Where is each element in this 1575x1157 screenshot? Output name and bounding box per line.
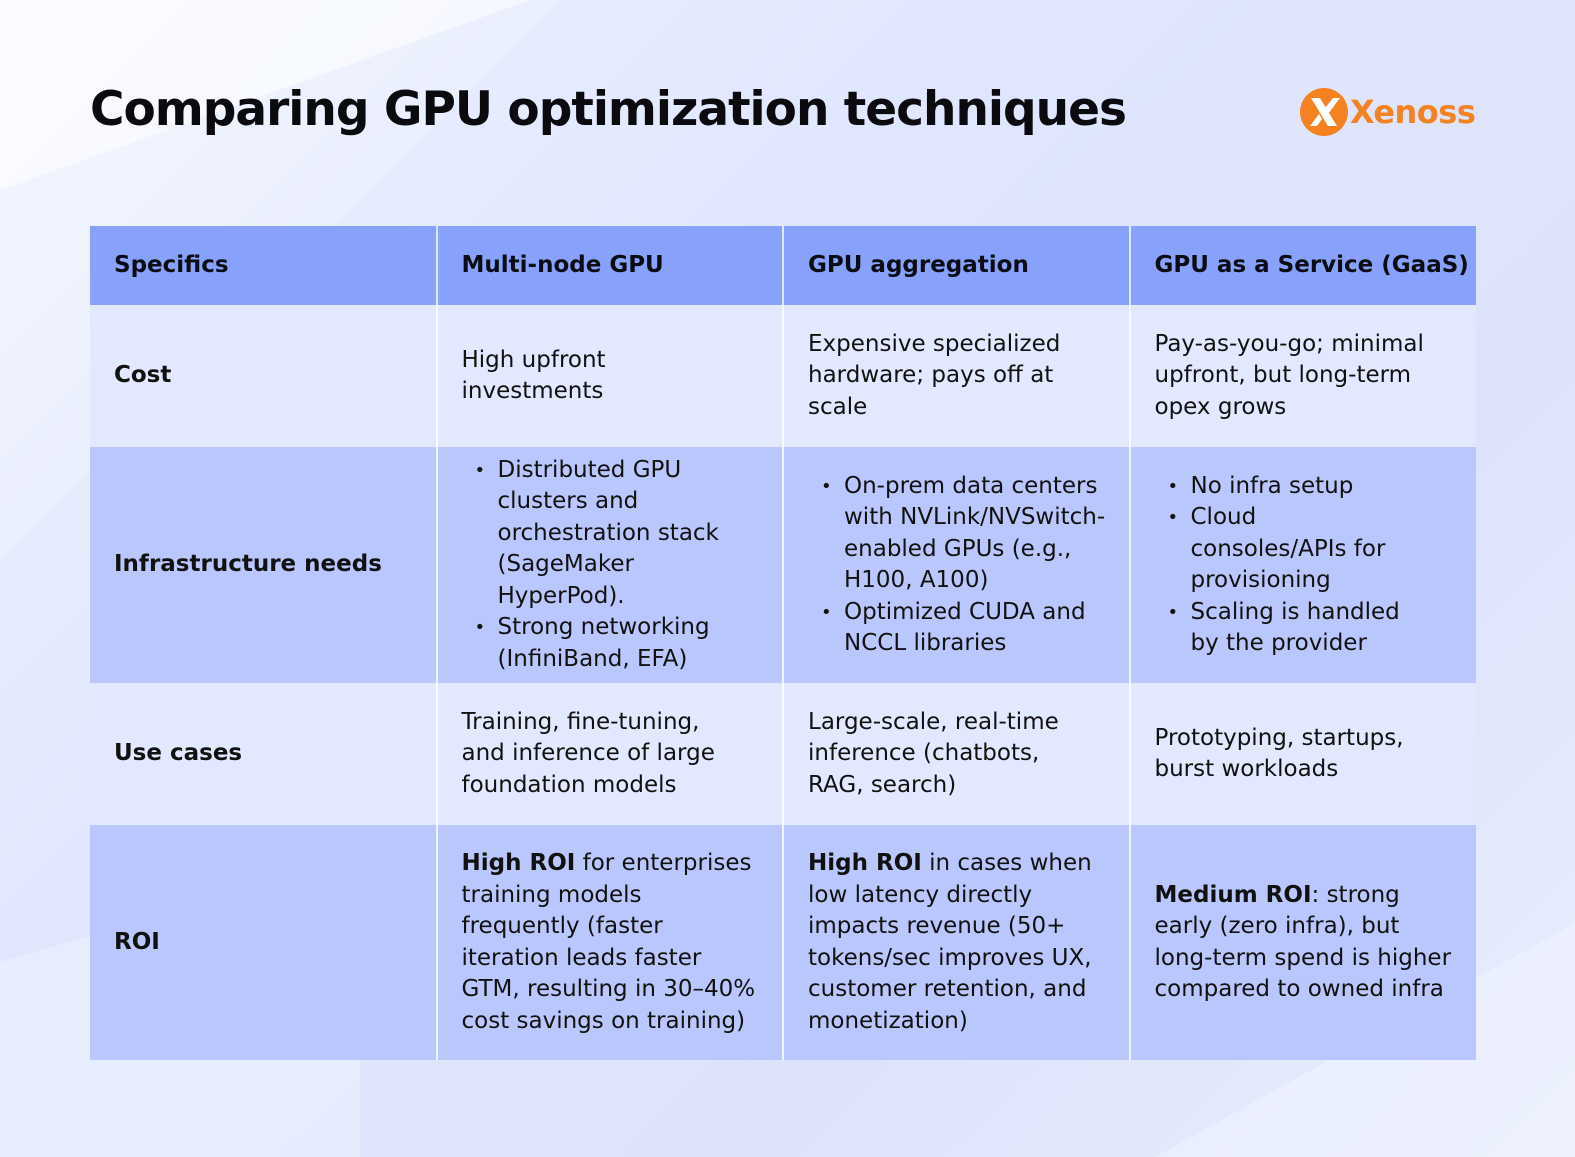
roi-detail: for enterprises training models frequent…	[461, 850, 756, 1034]
bullet-list: On-prem data centers with NVLink/NVSwitc…	[808, 471, 1113, 660]
cell-infra-aggregation: On-prem data centers with NVLink/NVSwitc…	[782, 447, 1130, 683]
list-item: On-prem data centers with NVLink/NVSwitc…	[821, 471, 1113, 597]
list-item: Scaling is handled by the provider	[1168, 597, 1417, 660]
roi-rating: High ROI	[461, 850, 576, 876]
table-row-cost: Cost High upfront investments Expensive …	[90, 305, 1476, 447]
logo-text: Xenoss	[1350, 93, 1476, 131]
bullet-list: Distributed GPU clusters and orchestrati…	[462, 455, 767, 676]
cell-use-aggregation: Large-scale, real-time inference (chatbo…	[782, 683, 1130, 825]
table-row-use-cases: Use cases Training, fine-tuning, and inf…	[90, 683, 1476, 825]
header-gpu-aggregation: GPU aggregation	[782, 226, 1130, 305]
roi-detail: in cases when low latency directly impac…	[808, 850, 1092, 1034]
xenoss-x-icon	[1300, 88, 1348, 136]
list-item: Optimized CUDA and NCCL libraries	[821, 597, 1113, 660]
row-label-cost: Cost	[90, 305, 437, 447]
page-title: Comparing GPU optimization techniques	[90, 82, 1127, 137]
list-item: Strong networking (InfiniBand, EFA)	[475, 612, 767, 675]
cell-roi-aggregation: High ROI in cases when low latency direc…	[782, 825, 1130, 1060]
roi-detail: : strong early (zero infra), but long-te…	[1154, 881, 1452, 1003]
comparison-table: Specifics Multi-node GPU GPU aggregation…	[90, 226, 1476, 1060]
header-multi-node-gpu: Multi-node GPU	[435, 226, 783, 305]
cell-infra-gaas: No infra setup Cloud consoles/APIs for p…	[1128, 447, 1476, 683]
cell-cost-gaas: Pay-as-you-go; minimal upfront, but long…	[1128, 305, 1476, 447]
roi-rating: Medium ROI	[1154, 881, 1312, 908]
table-row-roi: ROI High ROI for enterprises training mo…	[90, 825, 1476, 1060]
cell-infra-multi-node: Distributed GPU clusters and orchestrati…	[435, 447, 783, 683]
brand-logo: Xenoss	[1300, 88, 1476, 136]
table-row-infrastructure: Infrastructure needs Distributed GPU clu…	[90, 447, 1476, 683]
list-item: Distributed GPU clusters and orchestrati…	[475, 455, 767, 613]
header-gaas: GPU as a Service (GaaS)	[1128, 226, 1476, 305]
row-label-use-cases: Use cases	[90, 683, 437, 825]
cell-cost-multi-node: High upfront investments	[435, 305, 783, 447]
bullet-list: No infra setup Cloud consoles/APIs for p…	[1155, 471, 1417, 660]
list-item: No infra setup	[1168, 471, 1417, 503]
cell-use-multi-node: Training, fine-tuning, and inference of …	[435, 683, 783, 825]
cell-use-gaas: Prototyping, startups, burst workloads	[1128, 683, 1476, 825]
cell-roi-gaas: Medium ROI: strong early (zero infra), b…	[1128, 825, 1476, 1060]
row-label-roi: ROI	[90, 825, 437, 1060]
header-specifics: Specifics	[90, 226, 437, 305]
list-item: Cloud consoles/APIs for provisioning	[1168, 502, 1417, 597]
table-header-row: Specifics Multi-node GPU GPU aggregation…	[90, 226, 1476, 305]
cell-cost-aggregation: Expensive specialized hardware; pays off…	[782, 305, 1130, 447]
row-label-infrastructure: Infrastructure needs	[90, 447, 437, 683]
roi-rating: High ROI	[808, 850, 922, 876]
cell-roi-multi-node: High ROI for enterprises training models…	[435, 825, 783, 1060]
